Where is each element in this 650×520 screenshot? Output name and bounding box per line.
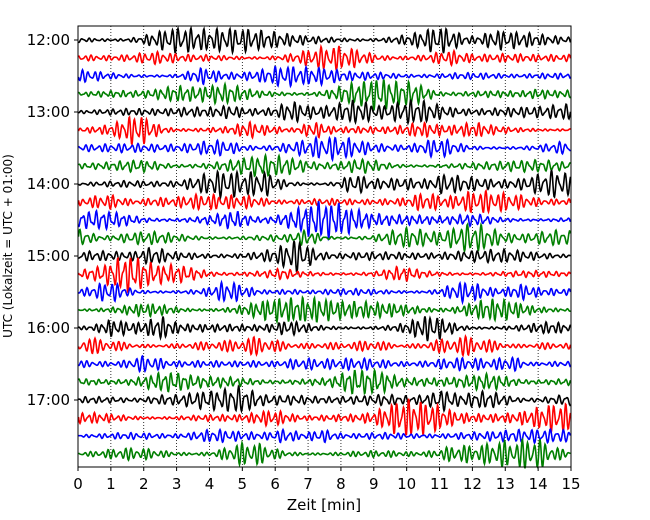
x-tick-label: 11 <box>430 475 449 493</box>
trace-line <box>78 78 572 111</box>
x-tick-label: 0 <box>73 475 83 493</box>
trace-line <box>78 367 572 396</box>
trace-line <box>78 25 572 56</box>
trace-line <box>78 98 572 126</box>
trace-line <box>77 64 572 89</box>
trace-line <box>77 188 572 215</box>
y-tick-label: 14:00 <box>27 175 70 193</box>
trace-line <box>78 427 572 445</box>
x-tick-label: 8 <box>336 475 346 493</box>
trace-line <box>77 115 571 147</box>
x-tick-label: 7 <box>303 475 313 493</box>
x-tick-label: 4 <box>205 475 215 493</box>
x-tick-label: 13 <box>496 475 515 493</box>
x-axis: 0 1 2 3 4 5 6 7 8 9 10 11 12 13 14 15 <box>73 467 581 493</box>
x-tick-label: 15 <box>561 475 580 493</box>
x-tick-label: 14 <box>529 475 548 493</box>
y-tick-label: 12:00 <box>27 31 70 49</box>
x-tick-label: 6 <box>270 475 280 493</box>
trace-line <box>78 384 572 414</box>
trace-line <box>78 315 572 342</box>
x-tick-label: 10 <box>397 475 416 493</box>
x-tick-label: 12 <box>463 475 482 493</box>
y-tick-label: 17:00 <box>27 391 70 409</box>
trace-line <box>77 334 572 358</box>
trace-line <box>77 43 572 73</box>
trace-line <box>77 135 571 163</box>
trace-line <box>78 279 572 306</box>
trace-line <box>78 295 571 325</box>
trace-line <box>77 169 572 201</box>
trace-line <box>77 256 572 293</box>
trace-line <box>77 398 572 436</box>
x-axis-label: Zeit [min] <box>287 496 361 514</box>
trace-line <box>78 200 572 242</box>
y-tick-label: 15:00 <box>27 247 70 265</box>
plot-frame <box>77 25 572 468</box>
trace-line <box>78 354 572 374</box>
trace-line <box>78 437 571 470</box>
x-tick-label: 9 <box>369 475 379 493</box>
x-tick-label: 5 <box>238 475 248 493</box>
trace-line <box>78 240 571 276</box>
trace-line <box>77 222 572 255</box>
y-tick-label: 16:00 <box>27 319 70 337</box>
trace-group <box>77 25 572 470</box>
y-axis-label: UTC (Lokalzeit = UTC + 01:00) <box>1 154 15 338</box>
x-tick-label: 1 <box>106 475 116 493</box>
x-tick-label: 3 <box>172 475 182 493</box>
y-tick-label: 13:00 <box>27 103 70 121</box>
trace-line <box>77 152 571 178</box>
y-axis: 12:00 13:00 14:00 15:00 16:00 17:00 <box>27 31 78 409</box>
x-tick-label: 2 <box>139 475 149 493</box>
